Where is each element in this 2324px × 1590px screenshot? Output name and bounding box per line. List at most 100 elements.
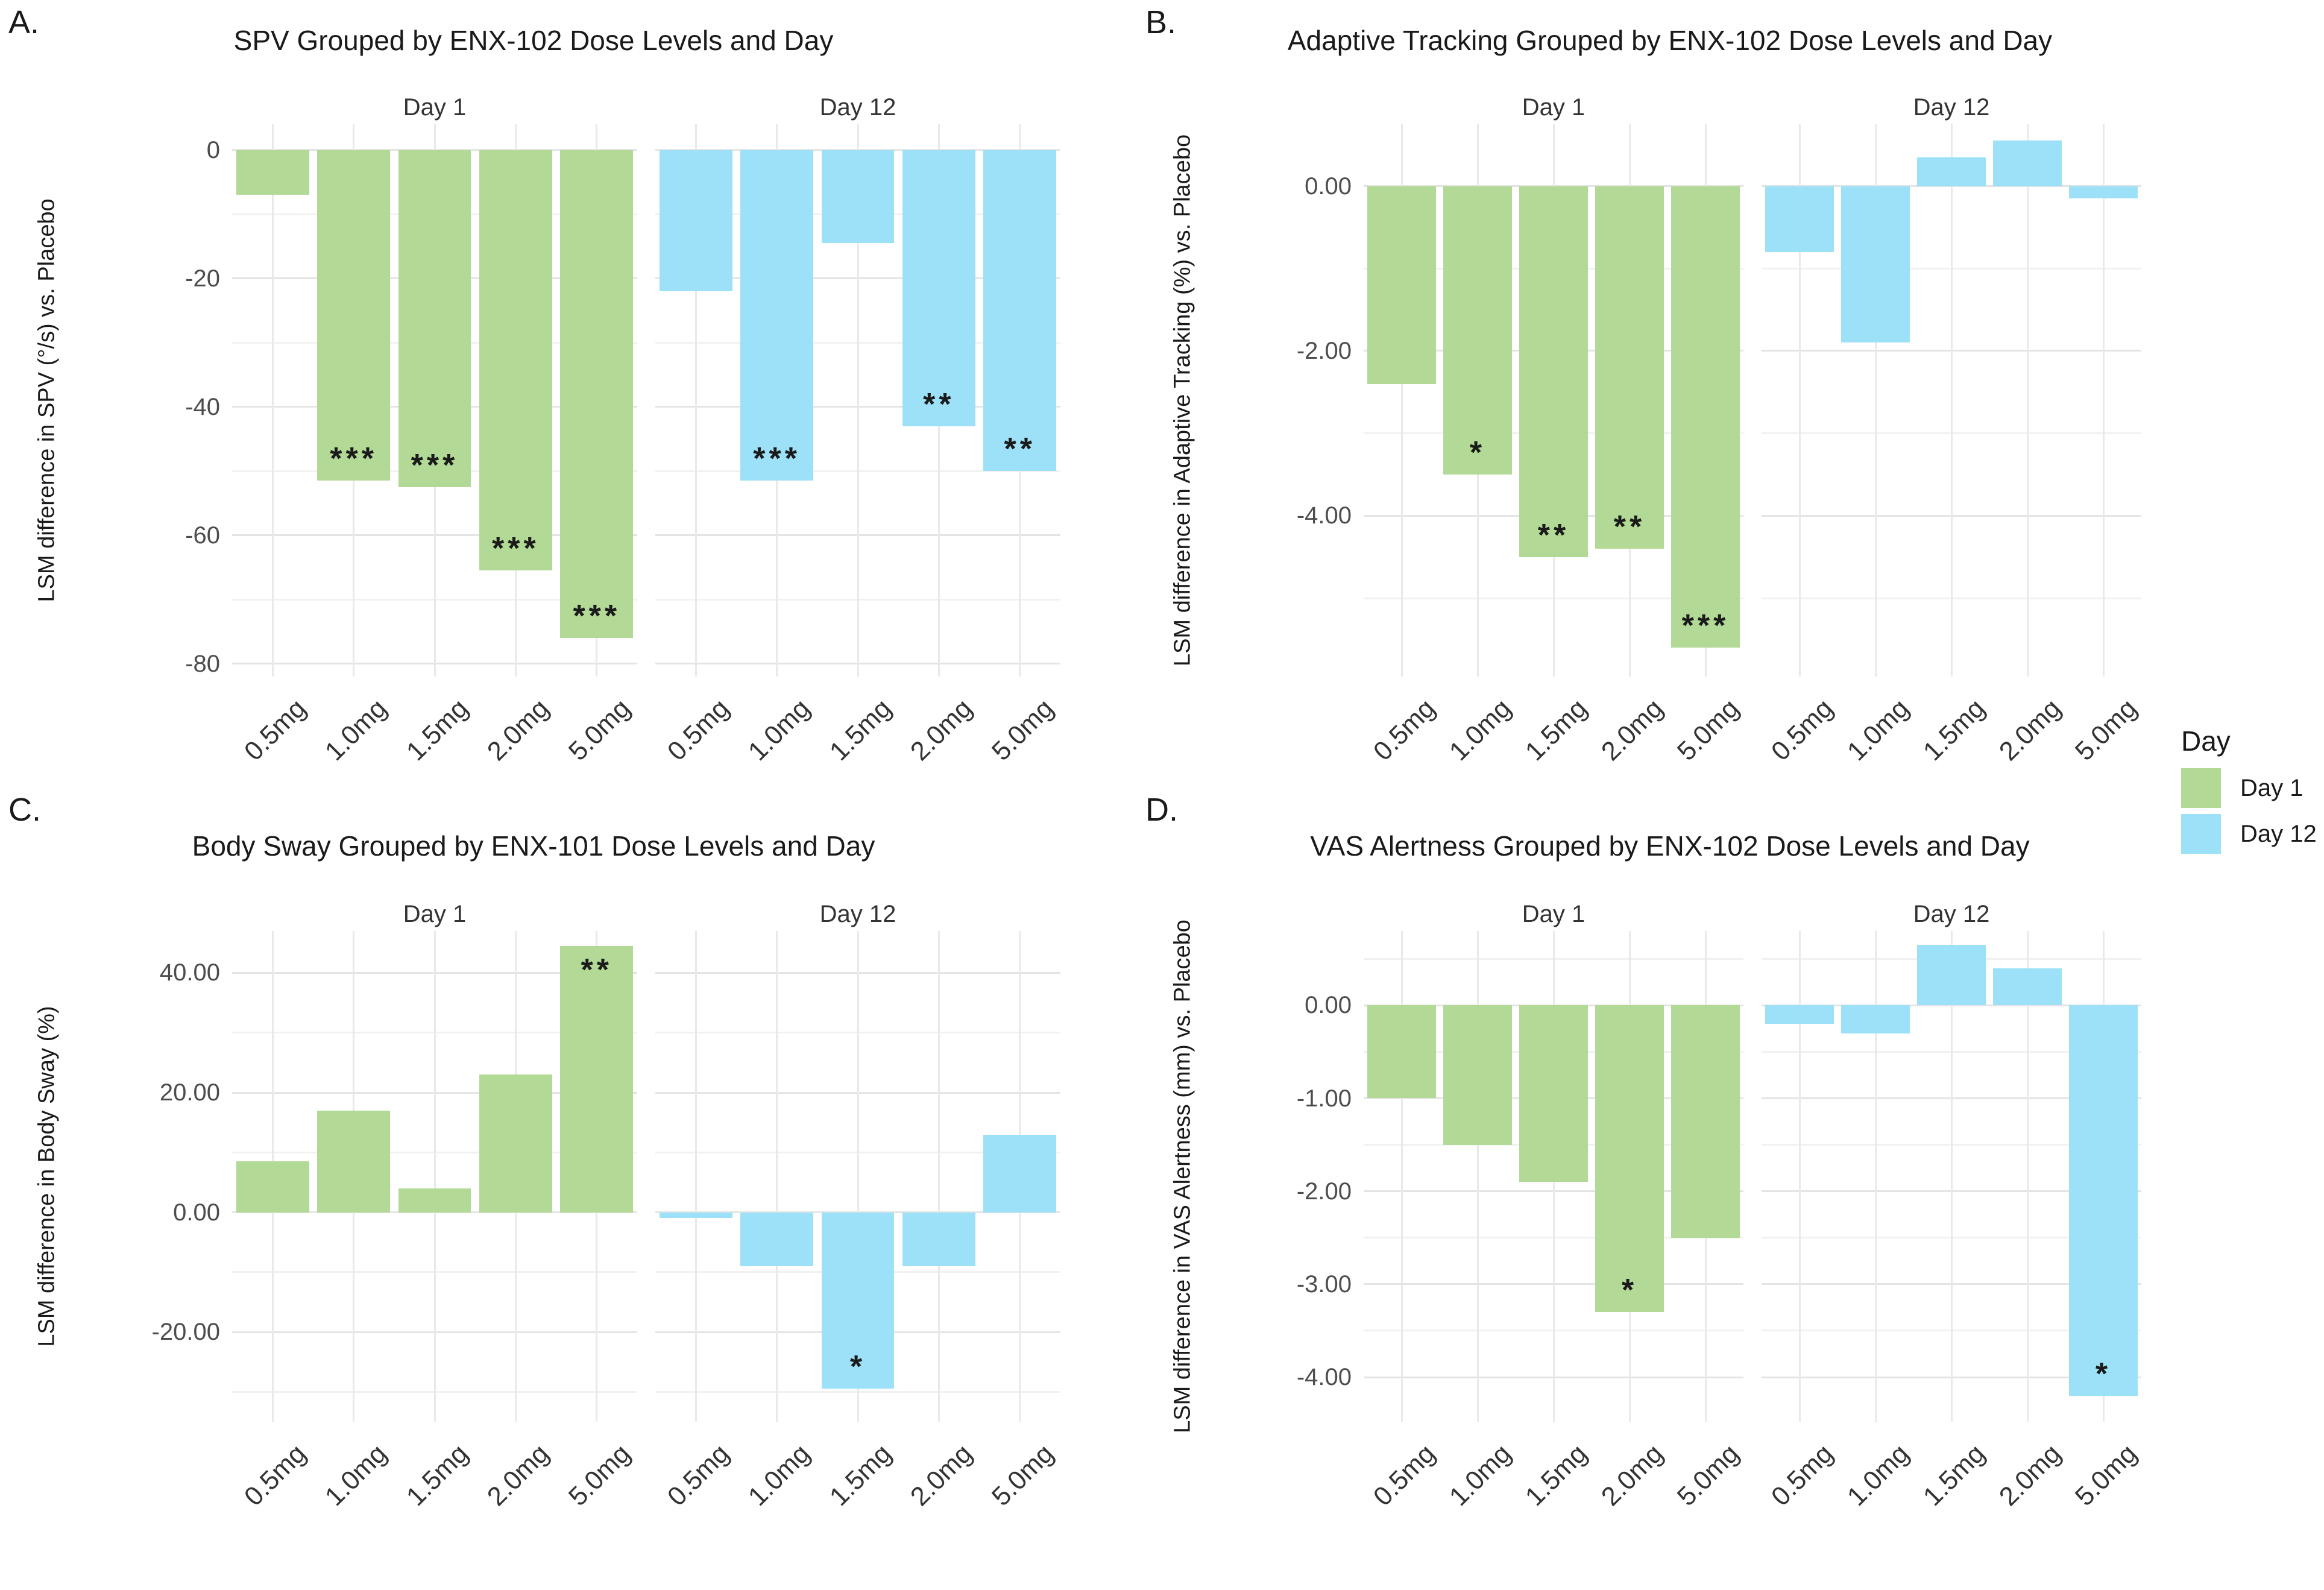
x-tick-label: 1.0mg: [320, 1439, 393, 1512]
x-tick-label: 1.0mg: [1841, 1439, 1915, 1512]
bar-day1-1.0mg: [317, 1110, 391, 1213]
bar-day12-1.0mg: [740, 150, 814, 481]
panel-letter: B.: [1145, 4, 1177, 40]
bar-day1-2.0mg: [1595, 1005, 1664, 1313]
bar-day1-5.0mg: [1671, 186, 1740, 648]
y-tick-label: -60: [185, 522, 220, 549]
significance-stars: *: [2095, 1356, 2112, 1392]
bar-day12-5.0mg: [983, 150, 1057, 472]
x-tick-label: 5.0mg: [562, 693, 636, 767]
y-axis-label: LSM difference in VAS Alertness (mm) vs.…: [1170, 920, 1195, 1433]
significance-stars: **: [1537, 517, 1570, 553]
y-axis-label: LSM difference in Adaptive Tracking (%) …: [1170, 134, 1195, 667]
bar-day1-5.0mg: [560, 150, 634, 639]
y-tick-label: 0.00: [173, 1199, 220, 1226]
bar-day1-2.0mg: [479, 1074, 552, 1213]
x-tick-label: 5.0mg: [1671, 693, 1745, 767]
x-tick-label: 2.0mg: [1595, 1439, 1669, 1512]
bar-day12-2.0mg: [1993, 140, 2062, 186]
x-tick-label: 1.0mg: [320, 693, 393, 767]
y-tick-label: -20: [185, 265, 220, 292]
bar-day12-1.5mg: [1917, 945, 1986, 1006]
bar-day1-5.0mg: [560, 945, 634, 1213]
gridline-v: [2026, 931, 2029, 1422]
gridline-v: [694, 931, 697, 1422]
x-tick-label: 1.0mg: [1443, 693, 1517, 767]
significance-stars: ***: [330, 441, 377, 477]
bar-day1-1.0mg: [1443, 186, 1512, 475]
x-tick-label: 0.5mg: [661, 693, 735, 767]
gridline-v: [694, 124, 697, 677]
facet-label: Day 12: [819, 94, 896, 121]
plot-area: [1762, 124, 2141, 677]
significance-stars: *: [849, 1349, 866, 1385]
bar-day1-1.5mg: [398, 1188, 471, 1213]
y-axis-label: LSM difference in Body Sway (%): [34, 1006, 60, 1347]
y-tick-label: 20.00: [159, 1079, 220, 1106]
x-tick-label: 5.0mg: [986, 1439, 1059, 1512]
legend-label-day1: Day 1: [2240, 774, 2304, 801]
plot-area: *: [1364, 931, 1743, 1422]
y-tick-label: -3.00: [1296, 1270, 1352, 1298]
plot-area: * ** ** ***: [1364, 124, 1743, 677]
x-tick-label: 5.0mg: [2069, 693, 2143, 767]
facet-label: Day 12: [819, 901, 896, 927]
y-tick-label: -2.00: [1296, 1178, 1352, 1205]
gridline-v: [1950, 931, 1953, 1422]
gridline-v: [1950, 124, 1953, 677]
x-tick-label: 0.5mg: [238, 1439, 312, 1512]
bar-day1-2.0mg: [1595, 186, 1664, 549]
x-tick-label: 5.0mg: [562, 1439, 636, 1512]
y-tick-label: 0.00: [1305, 992, 1352, 1019]
x-tick-label: 0.5mg: [1367, 1439, 1441, 1512]
x-tick-label: 1.5mg: [823, 1439, 897, 1512]
bar-day1-1.5mg: [1519, 1005, 1588, 1182]
bar-day1-2.0mg: [479, 150, 552, 571]
gridline-v: [1874, 124, 1877, 677]
significance-stars: **: [581, 952, 613, 988]
gridline-v: [857, 124, 859, 677]
significance-stars: **: [1004, 432, 1036, 467]
bar-day1-1.0mg: [1443, 1005, 1512, 1145]
bar-day1-1.5mg: [1519, 186, 1588, 557]
facet-label: Day 1: [403, 94, 467, 121]
bar-day12-5.0mg: [983, 1134, 1057, 1213]
bar-day1-0.5mg: [1367, 1005, 1436, 1099]
x-tick-label: 0.5mg: [661, 1439, 735, 1512]
plot-area: **: [232, 931, 637, 1422]
y-tick-label: 0.00: [1305, 172, 1352, 200]
bar-day12-1.0mg: [1841, 186, 1910, 343]
x-tick-label: 1.0mg: [743, 693, 816, 767]
x-tick-label: 1.5mg: [1519, 1439, 1593, 1512]
bar-day12-5.0mg: [2069, 1005, 2138, 1396]
significance-stars: ***: [1681, 608, 1730, 644]
gridline-v: [2102, 124, 2105, 677]
x-tick-label: 0.5mg: [1367, 693, 1441, 767]
y-axis-label: LSM difference in SPV (°/s) vs. Placebo: [34, 198, 60, 602]
x-tick-label: 1.5mg: [1917, 693, 1991, 767]
bar-day12-1.5mg: [821, 150, 895, 244]
x-tick-label: 2.0mg: [481, 693, 555, 767]
bar-day12-1.5mg: [821, 1212, 895, 1389]
facet-label: Day 1: [1522, 94, 1586, 121]
panel-letter: D.: [1145, 792, 1178, 828]
x-tick-label: 0.5mg: [1765, 1439, 1839, 1512]
bar-day12-0.5mg: [659, 150, 732, 291]
facet-label: Day 12: [1913, 94, 1990, 121]
y-tick-label: -80: [185, 650, 220, 677]
significance-stars: ***: [573, 599, 621, 634]
gridline-v: [857, 931, 859, 1422]
bar-day12-1.5mg: [1917, 157, 1986, 186]
bar-day1-0.5mg: [236, 1161, 309, 1213]
bar-day1-1.0mg: [317, 150, 391, 481]
panel-title: Body Sway Grouped by ENX-101 Dose Levels…: [192, 830, 875, 862]
bar-day1-0.5mg: [236, 150, 309, 195]
significance-stars: **: [1613, 509, 1646, 545]
x-tick-label: 5.0mg: [986, 693, 1059, 767]
x-tick-label: 2.0mg: [481, 1439, 555, 1512]
x-tick-label: 2.0mg: [1595, 693, 1669, 767]
facet-label: Day 12: [1913, 901, 1990, 927]
significance-stars: **: [923, 386, 955, 422]
x-tick-label: 2.0mg: [1993, 693, 2067, 767]
bar-day12-2.0mg: [902, 150, 975, 426]
